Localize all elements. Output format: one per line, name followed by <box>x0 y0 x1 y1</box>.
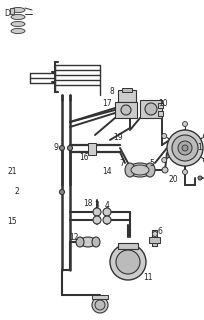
Circle shape <box>94 300 104 310</box>
Circle shape <box>171 135 197 161</box>
Circle shape <box>161 157 166 163</box>
Bar <box>121 88 131 92</box>
Ellipse shape <box>11 28 25 34</box>
Circle shape <box>102 208 110 216</box>
Circle shape <box>59 189 64 195</box>
Bar <box>118 243 137 249</box>
Ellipse shape <box>144 163 154 177</box>
Text: 2: 2 <box>14 188 19 196</box>
Text: 17: 17 <box>102 99 111 108</box>
Circle shape <box>93 208 101 216</box>
Text: 12: 12 <box>69 233 78 242</box>
Circle shape <box>182 170 187 174</box>
Text: 1: 1 <box>197 143 201 153</box>
Text: 18: 18 <box>83 199 92 209</box>
Text: D: D <box>4 9 10 18</box>
Circle shape <box>197 176 201 180</box>
Circle shape <box>177 141 191 155</box>
Circle shape <box>59 146 64 150</box>
Text: 4: 4 <box>104 202 109 211</box>
Text: 14: 14 <box>102 167 111 177</box>
Bar <box>139 100 161 118</box>
Circle shape <box>92 297 108 313</box>
Bar <box>10 8 14 14</box>
Ellipse shape <box>11 14 25 20</box>
Circle shape <box>202 133 204 139</box>
Bar <box>88 143 95 155</box>
Ellipse shape <box>11 21 25 27</box>
Circle shape <box>110 244 145 280</box>
Bar <box>148 237 159 243</box>
Text: 9: 9 <box>53 143 58 153</box>
Text: 15: 15 <box>7 218 17 227</box>
Text: 10: 10 <box>157 99 167 108</box>
Bar <box>118 90 135 102</box>
Bar <box>157 103 162 108</box>
Circle shape <box>144 103 156 115</box>
Text: 5: 5 <box>149 158 154 167</box>
Circle shape <box>120 105 130 115</box>
Text: 19: 19 <box>113 133 122 142</box>
Bar <box>114 102 136 118</box>
Text: 16: 16 <box>79 154 88 163</box>
Text: 20: 20 <box>167 175 177 185</box>
Ellipse shape <box>11 7 25 12</box>
Ellipse shape <box>127 163 151 177</box>
Circle shape <box>93 216 101 224</box>
Circle shape <box>67 146 72 150</box>
Text: 21: 21 <box>7 167 17 177</box>
Ellipse shape <box>124 163 134 177</box>
Circle shape <box>202 157 204 163</box>
Ellipse shape <box>76 237 84 247</box>
Circle shape <box>181 145 187 151</box>
Ellipse shape <box>130 165 148 175</box>
Bar <box>157 111 162 116</box>
Ellipse shape <box>80 237 95 247</box>
Circle shape <box>115 250 139 274</box>
Text: 3: 3 <box>94 202 99 211</box>
Text: 7: 7 <box>119 158 124 167</box>
Circle shape <box>182 122 187 126</box>
Text: 8: 8 <box>109 87 114 97</box>
Circle shape <box>102 216 110 224</box>
Text: 11: 11 <box>143 274 152 283</box>
Text: 6: 6 <box>157 228 162 236</box>
Bar <box>151 230 156 246</box>
Bar <box>92 295 108 299</box>
Ellipse shape <box>92 237 100 247</box>
Circle shape <box>161 167 167 173</box>
Circle shape <box>166 130 202 166</box>
Circle shape <box>152 231 157 236</box>
Circle shape <box>161 133 166 139</box>
